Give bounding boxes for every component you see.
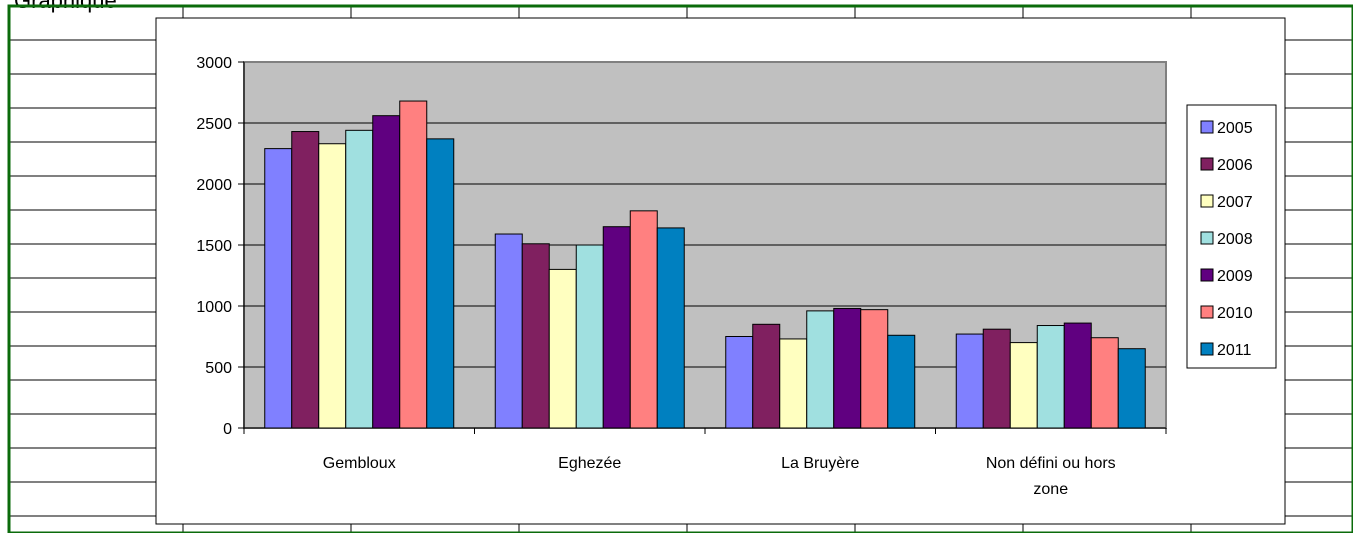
chart-legend[interactable]: 2005 2006 2007 2008 2009 2010 2011 [1186, 104, 1277, 369]
bar-2007[interactable] [548, 268, 577, 429]
x-tick-label: Gembloux [323, 455, 396, 472]
bar-2007[interactable] [1009, 342, 1038, 429]
legend-swatch [1200, 157, 1214, 171]
legend-swatch [1200, 342, 1214, 356]
bar-2005[interactable] [264, 148, 293, 429]
y-tick-label: 3000 [196, 55, 232, 72]
legend-label: 2005 [1217, 120, 1253, 137]
spreadsheet-grid [9, 6, 1353, 533]
bar-2005[interactable] [955, 333, 984, 429]
chart-bars [264, 100, 1146, 429]
bar-2008[interactable] [1036, 325, 1065, 429]
bar-2009[interactable] [1063, 322, 1092, 429]
legend-label: 2009 [1217, 268, 1253, 285]
bar-2010[interactable] [629, 210, 658, 429]
bar-2005[interactable] [494, 233, 523, 429]
bar-2008[interactable] [575, 244, 604, 429]
legend-swatch [1200, 194, 1214, 208]
bar-2011[interactable] [1117, 348, 1146, 429]
bar-2006[interactable] [521, 243, 550, 429]
bar-2006[interactable] [982, 328, 1011, 429]
x-tick-label: La Bruyère [781, 455, 859, 472]
legend-label: 2007 [1217, 194, 1253, 211]
y-tick-label: 1500 [196, 238, 232, 255]
y-tick-label: 2000 [196, 177, 232, 194]
y-tick-label: 0 [223, 421, 232, 438]
legend-swatch [1200, 305, 1214, 319]
bar-2008[interactable] [806, 310, 835, 429]
legend-label: 2011 [1217, 342, 1252, 359]
bar-2011[interactable] [887, 334, 916, 429]
legend-label: 2006 [1217, 157, 1253, 174]
chart-axes [238, 61, 1167, 434]
y-tick-label: 500 [205, 360, 232, 377]
bar-2010[interactable] [860, 309, 889, 429]
bar-2007[interactable] [779, 338, 808, 429]
sheet-border [7, 4, 1353, 533]
x-axis-tick-labels: Gembloux Eghezée La Bruyère Non défini ou h… [323, 455, 1116, 498]
legend-label: 2008 [1217, 231, 1253, 248]
bar-2008[interactable] [345, 129, 374, 429]
bar-2010[interactable] [1090, 337, 1119, 429]
bar-2006[interactable] [291, 131, 320, 429]
bar-2007[interactable] [318, 143, 347, 429]
x-tick-label: Non défini ou hors zone [986, 455, 1116, 498]
bar-2009[interactable] [602, 226, 631, 429]
legend-swatch [1200, 268, 1214, 282]
bar-2009[interactable] [372, 115, 401, 429]
bar-2009[interactable] [833, 307, 862, 429]
legend-swatch [1200, 231, 1214, 245]
bar-2011[interactable] [656, 227, 685, 429]
bar-2005[interactable] [725, 336, 754, 429]
legend-label: 2010 [1217, 305, 1253, 322]
bar-2011[interactable] [426, 138, 455, 429]
x-tick-label: Eghezée [558, 455, 621, 472]
legend-swatch [1200, 120, 1214, 134]
y-tick-label: 1000 [196, 299, 232, 316]
bar-2006[interactable] [752, 323, 781, 429]
bar-2010[interactable] [399, 100, 428, 429]
y-axis-tick-labels: 0 500 1000 1500 2000 2500 3000 [196, 55, 232, 438]
y-tick-label: 2500 [196, 116, 232, 133]
